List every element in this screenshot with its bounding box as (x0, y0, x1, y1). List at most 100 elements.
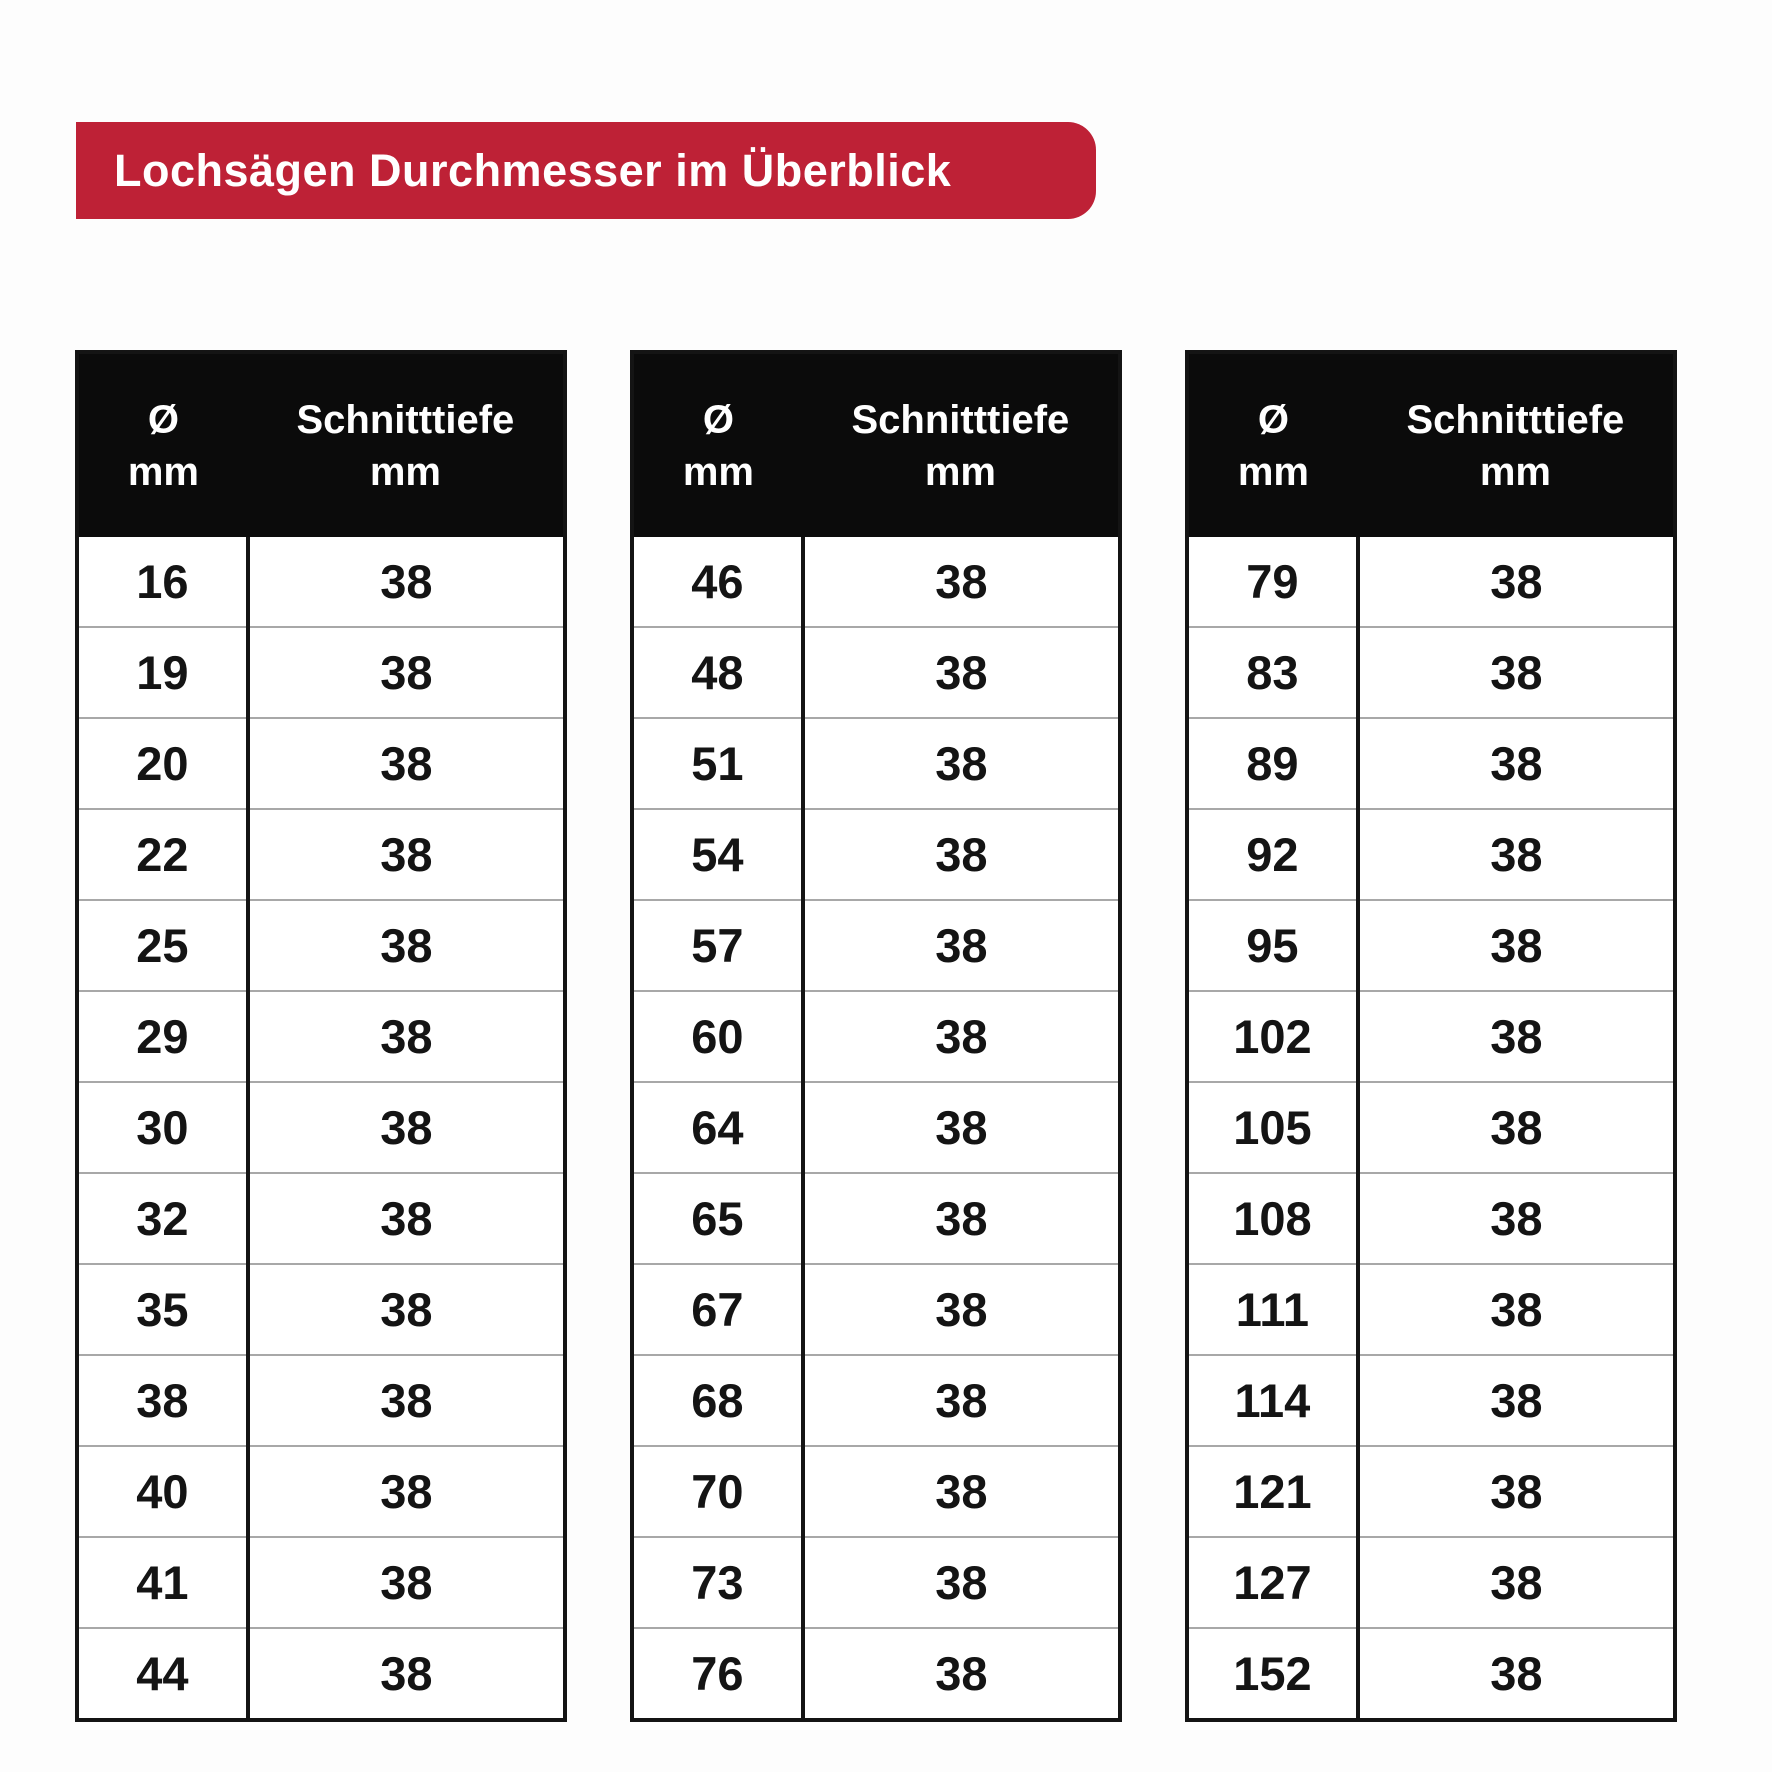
cut-depth-cell: 38 (1355, 808, 1675, 900)
cut-depth-label: Schnitttiefe (296, 397, 515, 442)
cut-depth-cell: 38 (245, 990, 565, 1082)
table-row: 111 38 (1187, 1263, 1675, 1355)
diameter-unit: mm (682, 449, 754, 494)
cut-depth-cell: 38 (800, 1627, 1120, 1720)
header-row: Ø mm Schnitttiefe mm (1187, 352, 1675, 537)
diameter-cell: 67 (632, 1263, 803, 1355)
table-row: 44 38 (77, 1627, 565, 1720)
diameter-cell: 79 (1246, 555, 1299, 608)
cut-depth-cell: 38 (800, 808, 1120, 900)
cut-depth-unit: mm (1479, 449, 1551, 494)
diameter-cell: 68 (632, 1354, 803, 1446)
diameter-cell: 22 (77, 808, 248, 900)
cut-depth-cell: 38 (1355, 1172, 1675, 1264)
diameter-cell: 102 (1187, 990, 1358, 1082)
table-row: 35 38 (77, 1263, 565, 1355)
table-row: 76 38 (632, 1627, 1120, 1720)
diameter-cell: 16 (136, 555, 189, 608)
table-row: 105 38 (1187, 1081, 1675, 1173)
cut-depth-cell: 38 (800, 899, 1120, 991)
cut-depth-unit: mm (924, 449, 996, 494)
table-row: 48 38 (632, 626, 1120, 718)
diameter-cell: 89 (1187, 717, 1358, 809)
diameter-cell: 73 (632, 1536, 803, 1628)
table-row: 38 38 (77, 1354, 565, 1446)
cut-depth-cell: 38 (800, 1536, 1120, 1628)
diameter-cell: 108 (1187, 1172, 1358, 1264)
table-row: 79 38 (1187, 537, 1675, 627)
cut-depth-cell: 38 (1355, 717, 1675, 809)
table-2-header: Ø mm Schnitttiefe mm (632, 352, 1120, 537)
diameter-cell: 57 (632, 899, 803, 991)
cut-depth-cell: 38 (245, 1081, 565, 1173)
table-row: 92 38 (1187, 808, 1675, 900)
table-row: 102 38 (1187, 990, 1675, 1082)
table-1-header: Ø mm Schnitttiefe mm (77, 352, 565, 537)
cut-depth-cell: 38 (1355, 1354, 1675, 1446)
cut-depth-cell: 38 (1355, 1081, 1675, 1173)
diameter-cell: 83 (1187, 626, 1358, 718)
table-row: 29 38 (77, 990, 565, 1082)
cut-depth-cell: 38 (1355, 990, 1675, 1082)
cut-depth-cell: 38 (800, 990, 1120, 1082)
cut-depth-cell: 38 (1355, 537, 1675, 627)
diameter-cell: 54 (632, 808, 803, 900)
diameter-cell: 152 (1187, 1627, 1358, 1720)
diameter-cell: 19 (77, 626, 248, 718)
diameter-symbol: Ø (147, 397, 179, 442)
cut-depth-cell: 38 (1355, 626, 1675, 718)
table-row: 51 38 (632, 717, 1120, 809)
table-row: 54 38 (632, 808, 1120, 900)
cut-depth-cell: 38 (800, 1354, 1120, 1446)
table-row: 25 38 (77, 899, 565, 991)
tables-container: Ø mm Schnitttiefe mm 16 38 19 38 20 38 22 38 25 3… (75, 350, 1677, 1722)
diameter-column-header: Ø mm (1187, 352, 1358, 537)
cut-depth-cell: 38 (245, 717, 565, 809)
table-row: 22 38 (77, 808, 565, 900)
table-row: 64 38 (632, 1081, 1120, 1173)
table-3-body: 79 38 83 38 89 38 92 38 95 38 102 38 105 38 108 38 111 38… (1187, 537, 1675, 1720)
diameter-cell: 114 (1187, 1354, 1358, 1446)
table-row: 73 38 (632, 1536, 1120, 1628)
cut-depth-cell: 38 (1355, 1536, 1675, 1628)
diameter-cell: 70 (632, 1445, 803, 1537)
diameter-column-header: Ø mm (632, 352, 803, 537)
diameter-cell: 64 (632, 1081, 803, 1173)
table-row: 65 38 (632, 1172, 1120, 1264)
table-row: 19 38 (77, 626, 565, 718)
diameter-cell: 111 (1187, 1263, 1358, 1355)
cut-depth-cell: 38 (800, 626, 1120, 718)
table-row: 95 38 (1187, 899, 1675, 991)
diameter-table-2: Ø mm Schnitttiefe mm 46 38 48 38 51 38 54 38 57 3… (630, 350, 1122, 1722)
diameter-cell: 65 (632, 1172, 803, 1264)
cut-depth-cell: 38 (245, 899, 565, 991)
page-title: Lochsägen Durchmesser im Überblick (114, 144, 952, 196)
diameter-cell: 32 (77, 1172, 248, 1264)
cut-depth-column-header: Schnitttiefe mm (802, 352, 1120, 537)
diameter-cell: 95 (1187, 899, 1358, 991)
cut-depth-label: Schnitttiefe (1406, 397, 1625, 442)
table-row: 152 38 (1187, 1627, 1675, 1720)
table-row: 41 38 (77, 1536, 565, 1628)
table-row: 46 38 (632, 537, 1120, 627)
cut-depth-cell: 38 (800, 537, 1120, 627)
diameter-cell: 35 (77, 1263, 248, 1355)
diameter-cell: 29 (77, 990, 248, 1082)
diameter-symbol: Ø (702, 397, 734, 442)
cut-depth-cell: 38 (245, 1627, 565, 1720)
diameter-cell: 20 (77, 717, 248, 809)
table-row: 70 38 (632, 1445, 1120, 1537)
table-row: 57 38 (632, 899, 1120, 991)
cut-depth-cell: 38 (800, 1445, 1120, 1537)
table-2-body: 46 38 48 38 51 38 54 38 57 38 60 38 64 38 65 38 67 38 68 38… (632, 537, 1120, 1720)
cut-depth-cell: 38 (245, 537, 565, 627)
diameter-cell: 51 (632, 717, 803, 809)
diameter-cell: 127 (1187, 1536, 1358, 1628)
cut-depth-cell: 38 (245, 1354, 565, 1446)
table-row: 32 38 (77, 1172, 565, 1264)
table-row: 60 38 (632, 990, 1120, 1082)
cut-depth-cell: 38 (245, 1445, 565, 1537)
table-1-body: 16 38 19 38 20 38 22 38 25 38 29 38 30 38 32 38 35 38 38 38… (77, 537, 565, 1720)
cut-depth-cell: 38 (1355, 1627, 1675, 1720)
